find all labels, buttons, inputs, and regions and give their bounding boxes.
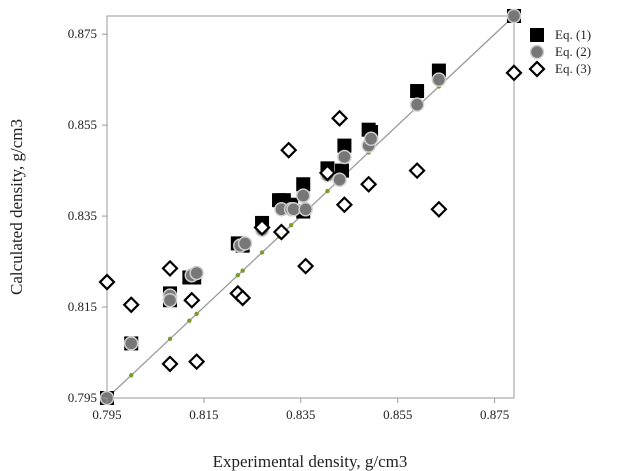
legend-label: Eq. (1) bbox=[555, 27, 591, 42]
x-tick-label: 0.855 bbox=[383, 407, 412, 422]
circle-point bbox=[508, 10, 521, 23]
legend-label: Eq. (2) bbox=[555, 44, 591, 59]
y-tick-label: 0.875 bbox=[68, 26, 97, 41]
reference-dot bbox=[236, 273, 240, 277]
circle-point bbox=[297, 189, 310, 202]
reference-dot bbox=[129, 373, 133, 377]
legend-marker-circle bbox=[531, 46, 544, 59]
circle-point bbox=[287, 203, 300, 216]
x-tick-label: 0.795 bbox=[92, 407, 121, 422]
circle-point bbox=[338, 150, 351, 163]
square-point bbox=[410, 84, 424, 98]
x-axis-title: Experimental density, g/cm3 bbox=[213, 452, 408, 471]
reference-dot bbox=[187, 318, 191, 322]
x-tick-label: 0.875 bbox=[480, 407, 509, 422]
y-tick-label: 0.855 bbox=[68, 117, 97, 132]
circle-point bbox=[163, 294, 176, 307]
y-tick-label: 0.815 bbox=[68, 299, 97, 314]
circle-point bbox=[125, 337, 138, 350]
legend-marker-square bbox=[530, 28, 544, 42]
legend-label: Eq. (3) bbox=[555, 61, 591, 76]
circle-point bbox=[365, 132, 378, 145]
legend: Eq. (1) Eq. (2) Eq. (3) bbox=[530, 27, 591, 76]
y-tick-label: 0.795 bbox=[68, 390, 97, 405]
circle-point bbox=[299, 203, 312, 216]
circle-point bbox=[333, 173, 346, 186]
y-axis-title: Calculated density, g/cm3 bbox=[7, 119, 26, 295]
y-axis-ticks: 0.795 0.815 0.835 0.855 0.875 bbox=[68, 26, 107, 405]
y-tick-label: 0.835 bbox=[68, 208, 97, 223]
reference-dot bbox=[325, 189, 329, 193]
reference-dot bbox=[289, 223, 293, 227]
x-tick-label: 0.815 bbox=[189, 407, 218, 422]
reference-dot bbox=[168, 337, 172, 341]
circle-point bbox=[239, 237, 252, 250]
circle-point bbox=[432, 73, 445, 86]
reference-dot bbox=[260, 250, 264, 254]
reference-dot bbox=[194, 312, 198, 316]
circle-point bbox=[190, 266, 203, 279]
circle-point bbox=[411, 98, 424, 111]
x-tick-label: 0.835 bbox=[286, 407, 315, 422]
x-axis-ticks: 0.795 0.815 0.835 0.855 0.875 bbox=[92, 398, 509, 422]
legend-marker-diamond bbox=[530, 62, 544, 76]
reference-dot bbox=[240, 268, 244, 272]
